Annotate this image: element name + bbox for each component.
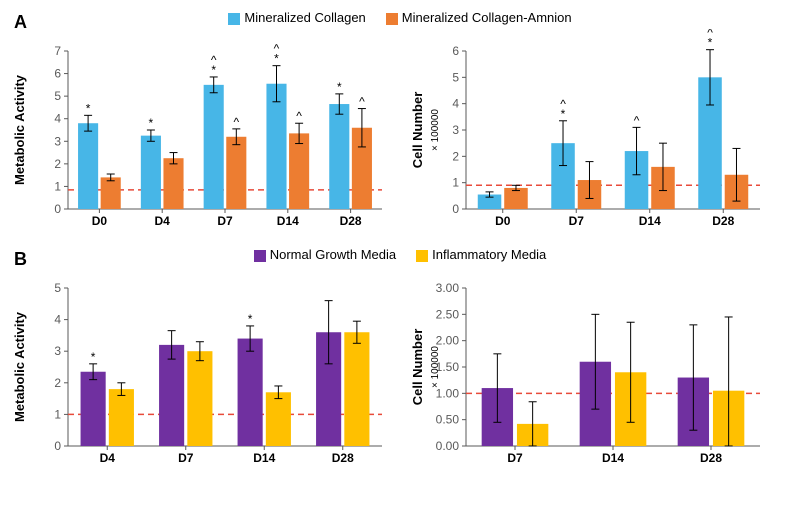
y-axis-multiplier: × 100000 xyxy=(430,109,441,151)
legend-label: Mineralized Collagen xyxy=(244,10,365,25)
x-tick-label: D28 xyxy=(700,451,722,465)
y-tick-label: 2 xyxy=(54,376,61,390)
legend-item: Mineralized Collagen xyxy=(228,10,365,25)
bar xyxy=(109,389,134,446)
x-tick-label: D14 xyxy=(277,214,299,228)
bar xyxy=(78,123,98,209)
x-tick-label: D14 xyxy=(253,451,275,465)
bar xyxy=(344,332,369,446)
y-tick-label: 0.00 xyxy=(436,439,460,453)
bar xyxy=(238,339,263,446)
significance-marker: ^ xyxy=(233,115,239,129)
bar xyxy=(289,133,309,209)
legend-label: Mineralized Collagen-Amnion xyxy=(402,10,572,25)
y-tick-label: 4 xyxy=(452,97,459,111)
y-tick-label: 2 xyxy=(452,149,459,163)
bar xyxy=(81,372,106,446)
legend-item: Normal Growth Media xyxy=(254,247,396,262)
significance-marker: * xyxy=(337,80,342,94)
y-tick-label: 3.00 xyxy=(436,281,460,295)
y-tick-label: 5 xyxy=(54,89,61,103)
y-tick-label: 0 xyxy=(54,439,61,453)
bar xyxy=(266,84,286,209)
y-tick-label: 2.50 xyxy=(436,307,460,321)
x-tick-label: D14 xyxy=(639,214,661,228)
legend-label: Inflammatory Media xyxy=(432,247,546,262)
y-tick-label: 3 xyxy=(54,134,61,148)
y-axis-label: Cell Number xyxy=(410,92,425,169)
y-tick-label: 6 xyxy=(54,67,61,81)
bar xyxy=(163,158,183,209)
y-axis-label: Metabolic Activity xyxy=(12,74,27,185)
significance-marker: ^ xyxy=(296,109,302,123)
y-axis-multiplier: × 100000 xyxy=(430,346,441,388)
y-tick-label: 0 xyxy=(452,202,459,216)
legend-swatch xyxy=(254,250,266,262)
x-tick-label: D4 xyxy=(155,214,171,228)
significance-marker: * xyxy=(211,63,216,77)
x-tick-label: D7 xyxy=(507,451,523,465)
x-tick-label: D28 xyxy=(332,451,354,465)
legend-swatch xyxy=(386,13,398,25)
y-tick-label: 1 xyxy=(54,179,61,193)
x-tick-label: D7 xyxy=(178,451,194,465)
bar xyxy=(187,351,212,446)
x-tick-label: D4 xyxy=(100,451,116,465)
legend-label: Normal Growth Media xyxy=(270,247,396,262)
significance-marker: ^ xyxy=(359,95,365,109)
y-tick-label: 5 xyxy=(452,70,459,84)
y-axis-label: Cell Number xyxy=(410,329,425,406)
legend-swatch xyxy=(228,13,240,25)
significance-marker: * xyxy=(91,350,96,364)
significance-marker: * xyxy=(149,116,154,130)
y-tick-label: 4 xyxy=(54,313,61,327)
panel-a-chart-metabolic: 01234567*D0*D4^*^D7^*^D14*^D28Metabolic … xyxy=(10,29,390,239)
significance-marker: * xyxy=(708,36,713,50)
x-tick-label: D14 xyxy=(602,451,624,465)
bar xyxy=(141,136,161,209)
significance-marker: ^ xyxy=(634,113,640,127)
y-tick-label: 2.00 xyxy=(436,334,460,348)
x-tick-label: D28 xyxy=(712,214,734,228)
panel-b: B Normal Growth MediaInflammatory Media … xyxy=(10,247,790,476)
y-tick-label: 6 xyxy=(452,44,459,58)
y-axis-label: Metabolic Activity xyxy=(12,311,27,422)
panel-b-chart-cellnumber: 0.000.501.001.502.002.503.00D7D14D28Cell… xyxy=(408,266,768,476)
panel-a-legend: Mineralized Collagen Mineralized Collagen… xyxy=(10,10,790,25)
panel-a: A Mineralized CollagenMineralized Collag… xyxy=(10,10,790,239)
y-tick-label: 0 xyxy=(54,202,61,216)
significance-marker: * xyxy=(248,312,253,326)
y-tick-label: 0.50 xyxy=(436,413,460,427)
significance-marker: * xyxy=(561,107,566,121)
legend-item: Mineralized Collagen-Amnion xyxy=(386,10,572,25)
panel-b-chart-metabolic: 0 1 2 3 4 5 * D4 D7 * D14 D28 Metabolic Activity xyxy=(10,266,390,476)
y-tick-label: 2 xyxy=(54,157,61,171)
x-tick-label: D0 xyxy=(495,214,511,228)
y-tick-label: 7 xyxy=(54,44,61,58)
x-tick-label: D7 xyxy=(569,214,585,228)
bar xyxy=(329,104,349,209)
bar xyxy=(226,137,246,209)
bar xyxy=(159,345,184,446)
y-tick-label: 3 xyxy=(452,123,459,137)
y-tick-label: 1 xyxy=(54,407,61,421)
y-tick-label: 5 xyxy=(54,281,61,295)
x-tick-label: D7 xyxy=(217,214,233,228)
panel-b-legend: Normal Growth Media Inflammatory Media xyxy=(10,247,790,262)
x-tick-label: D28 xyxy=(340,214,362,228)
legend-swatch xyxy=(416,250,428,262)
bar xyxy=(101,177,121,209)
y-tick-label: 1 xyxy=(452,176,459,190)
bar xyxy=(504,188,528,209)
bar xyxy=(266,392,291,446)
x-tick-label: D0 xyxy=(92,214,108,228)
y-tick-label: 3 xyxy=(54,344,61,358)
y-tick-label: 4 xyxy=(54,112,61,126)
legend-item: Inflammatory Media xyxy=(416,247,546,262)
panel-a-chart-cellnumber: 0123456D0^*D7^D14^*D28Cell Number× 10000… xyxy=(408,29,768,239)
bar xyxy=(204,85,224,209)
significance-marker: * xyxy=(86,101,91,115)
significance-marker: * xyxy=(274,52,279,66)
